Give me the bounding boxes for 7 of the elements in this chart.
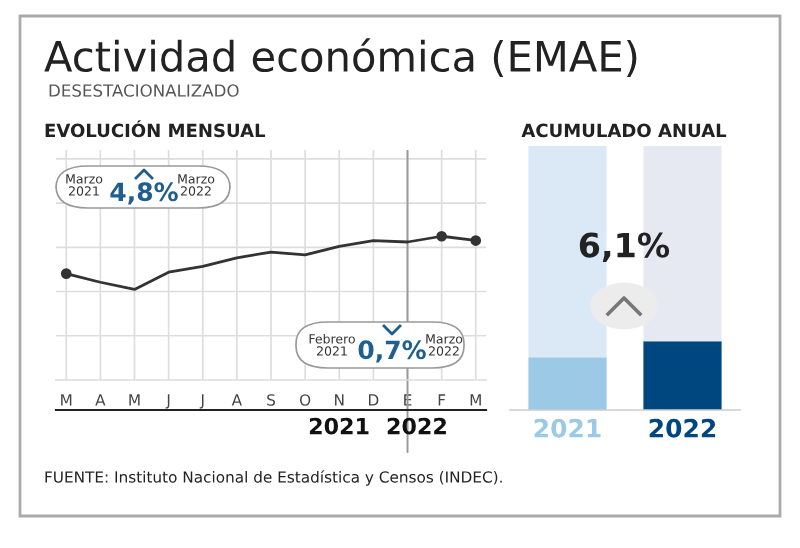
annotation: 0,7% — [358, 340, 426, 363]
text: Actividad económica (EMAE) — [44, 38, 637, 77]
annotation: 6,1% — [579, 232, 670, 262]
text: DESESTACIONALIZADO — [49, 84, 239, 97]
chart-title: ACUMULADO ANUAL — [521, 123, 727, 138]
chart-title: EVOLUCIÓN MENSUAL — [45, 120, 266, 138]
text: 4,8% — [110, 182, 178, 205]
